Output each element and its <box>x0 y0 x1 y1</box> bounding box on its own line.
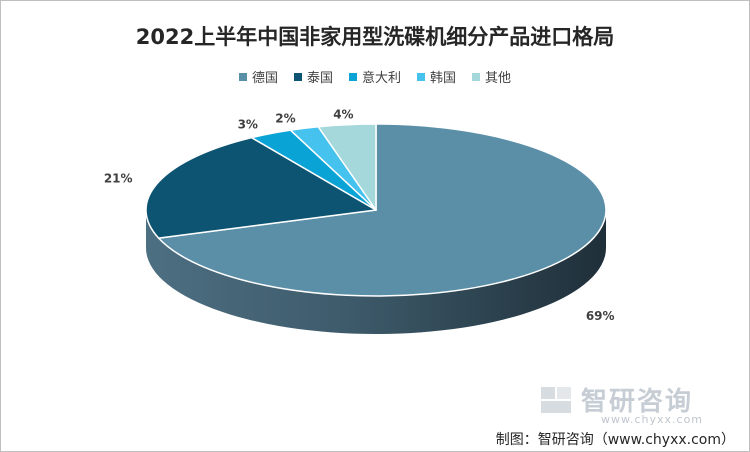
legend-swatch <box>472 72 481 81</box>
watermark-brand: 智研咨询 <box>581 387 694 417</box>
legend-swatch <box>348 72 357 81</box>
legend-item: 德国 <box>238 67 278 86</box>
legend-item: 其他 <box>472 67 511 86</box>
pie-value-label: 2% <box>275 111 295 125</box>
legend-swatch <box>293 72 302 81</box>
pie-side-wall <box>146 210 606 334</box>
pie-labels: 69% 21% 3% 2% 4% <box>104 107 615 322</box>
pie-top <box>145 123 607 297</box>
pie-value-label: 3% <box>238 117 258 131</box>
legend-swatch <box>417 72 425 81</box>
pie-value-label: 4% <box>333 107 353 121</box>
pie-side-segment <box>146 210 606 334</box>
pie-slice-1 <box>157 123 607 297</box>
legend-label: 意大利 <box>361 71 401 86</box>
pie-value-label: 21% <box>104 171 133 185</box>
legend-label: 德国 <box>251 71 278 86</box>
pie-slice-5 <box>317 123 377 211</box>
legend-swatch <box>238 72 247 81</box>
legend-item: 韩国 <box>417 67 456 86</box>
chart-title: 2022上半年中国非家用型洗碟机细分产品进口格局 <box>135 25 615 49</box>
legend-item: 泰国 <box>293 67 333 86</box>
legend: 德国 泰国 意大利 韩国 其他 <box>1 67 749 86</box>
legend-label: 其他 <box>485 71 512 86</box>
legend-item: 意大利 <box>348 67 401 86</box>
pie-value-label: 69% <box>586 309 615 323</box>
pie-slice-2 <box>145 136 377 239</box>
legend-label: 韩国 <box>430 71 457 86</box>
footer-credit: 制图：智研咨询（www.chyxx.com） <box>495 432 735 448</box>
watermark-url: www.chyxx.com <box>601 413 704 426</box>
watermark: 智研咨询 <box>539 381 693 418</box>
legend-label: 泰国 <box>306 71 333 86</box>
watermark-logo-icon <box>541 386 571 413</box>
